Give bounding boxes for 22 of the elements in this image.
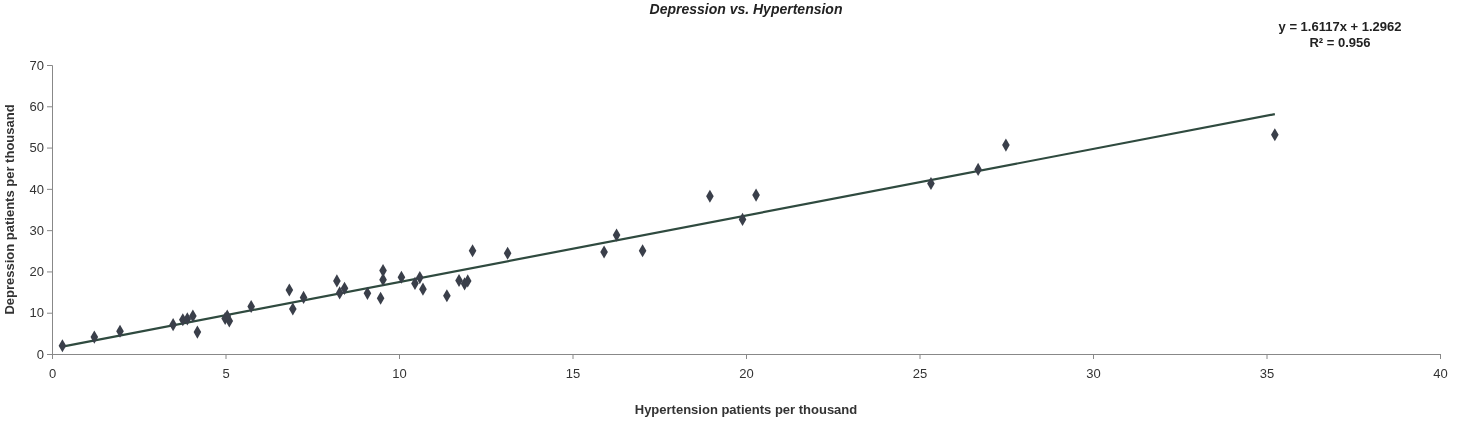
y-tick-label: 10 [29, 305, 44, 321]
y-axis-title: Depression patients per thousand [2, 104, 17, 315]
text: y = 1.6117x + 1.2962 [1278, 19, 1402, 34]
x-tick-label: 10 [392, 365, 407, 381]
x-tick-label: 25 [912, 365, 928, 381]
x-tick-label: 20 [739, 365, 754, 381]
y-tick-label: 30 [29, 222, 44, 238]
x-tick-label: 15 [565, 365, 581, 381]
y-tick-label: 60 [29, 98, 44, 114]
x-tick-label: 5 [222, 365, 230, 381]
x-tick-label: 40 [1433, 365, 1448, 381]
x-tick-label: 35 [1259, 365, 1275, 381]
y-tick-label: 0 [36, 346, 44, 362]
x-tick-label: 30 [1086, 365, 1101, 381]
x-tick-label: 0 [48, 365, 57, 381]
y-tick-label: 50 [29, 140, 44, 156]
x-axis-title: Hypertension patients per thousand [634, 402, 858, 417]
text: R² = 0.956 [1309, 35, 1371, 50]
y-tick-label: 70 [29, 57, 44, 73]
chart-title: Depression vs. Hypertension [649, 1, 843, 17]
y-tick-label: 20 [29, 264, 44, 280]
y-tick-label: 40 [29, 181, 44, 197]
